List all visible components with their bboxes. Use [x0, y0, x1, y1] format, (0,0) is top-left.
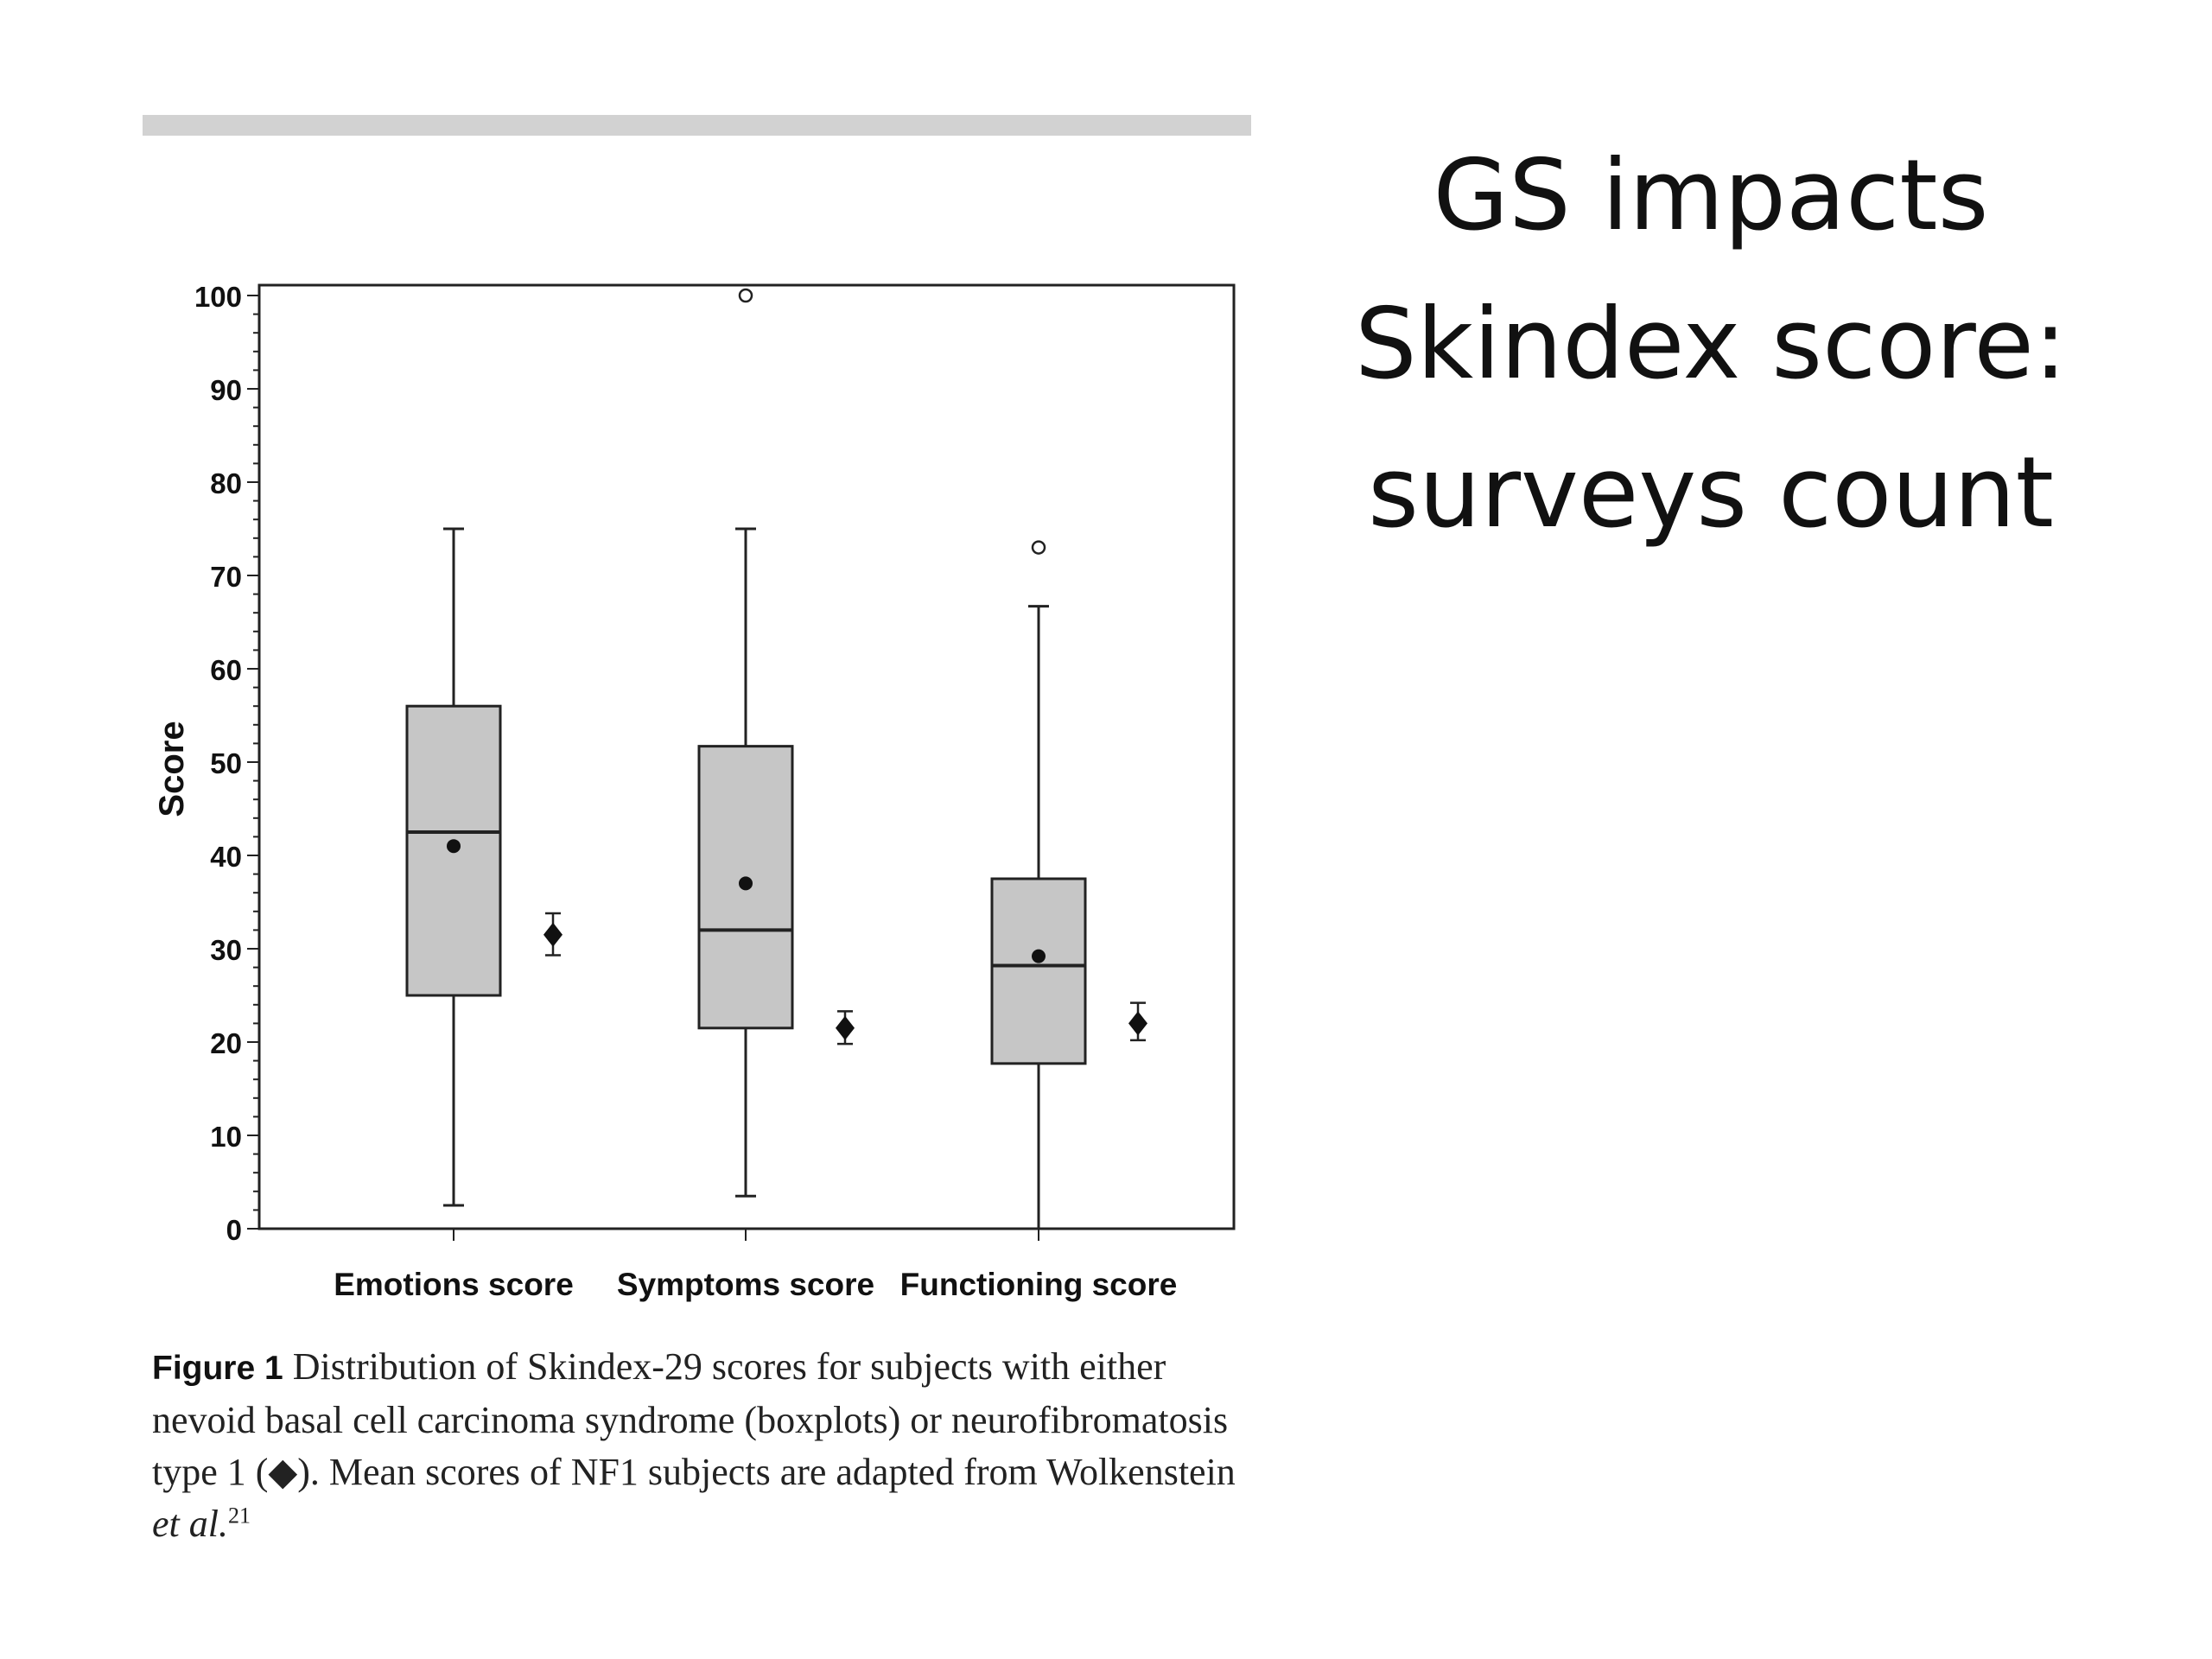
- box-iqr: [990, 877, 1087, 1065]
- title-line-1: GS impacts: [1433, 138, 1989, 252]
- y-axis: 0 10 20 30 40 50 60 70 80 90 100: [194, 281, 259, 1246]
- title-line-2: Skindex score:: [1355, 287, 2067, 401]
- y-tick-label: 40: [210, 841, 242, 873]
- mean-dot: [739, 876, 753, 891]
- x-tick-label: Functioning score: [900, 1267, 1178, 1302]
- mean-dot: [1032, 949, 1046, 963]
- nf1-mean-diamond: [1128, 1011, 1147, 1036]
- caption-italic: et al.: [152, 1503, 228, 1545]
- y-tick-label: 50: [210, 747, 242, 779]
- y-tick-label: 0: [226, 1214, 242, 1246]
- nf1-mean-group: [1128, 1001, 1147, 1042]
- boxplot-group: [697, 288, 794, 1198]
- figure-label: Figure 1: [152, 1350, 283, 1387]
- boxplot-group: [990, 540, 1087, 1230]
- caption-text: Distribution of Skindex-29 scores for su…: [152, 1345, 1236, 1493]
- mean-dot: [447, 839, 461, 854]
- x-tick-label: Symptoms score: [617, 1267, 874, 1302]
- nf1-mean-group: [836, 1010, 855, 1046]
- outlier-point: [738, 288, 753, 303]
- nf1-mean-diamond: [836, 1015, 855, 1040]
- caption-reference: 21: [227, 1503, 251, 1529]
- figure-caption: Figure 1 Distribution of Skindex-29 scor…: [152, 1341, 1249, 1550]
- boxplot-chart: 0 10 20 30 40 50 60 70 80 90 100 Emotions score Sym…: [153, 281, 1236, 1302]
- y-tick-label: 20: [210, 1027, 242, 1059]
- y-tick-label: 80: [210, 467, 242, 499]
- x-tick-label: Emotions score: [334, 1267, 574, 1302]
- y-tick-label: 90: [210, 374, 242, 406]
- nf1-mean-diamond: [543, 922, 563, 947]
- slide-title: GS impacts Skindex score: surveys count: [1262, 121, 2160, 567]
- boxplot-group: [405, 527, 502, 1207]
- title-line-3: surveys count: [1368, 435, 2054, 550]
- top-divider-bar: [143, 115, 1251, 136]
- y-tick-label: 30: [210, 934, 242, 966]
- nf1-mean-group: [543, 912, 563, 957]
- chart-marks: [405, 288, 1147, 1230]
- y-axis-label: Score: [153, 721, 191, 817]
- x-axis: Emotions score Symptoms score Functioning …: [334, 1229, 1177, 1302]
- y-tick-label: 100: [194, 281, 242, 313]
- y-tick-label: 10: [210, 1121, 242, 1153]
- outlier-point: [1031, 540, 1046, 555]
- y-tick-label: 70: [210, 561, 242, 593]
- y-tick-label: 60: [210, 654, 242, 686]
